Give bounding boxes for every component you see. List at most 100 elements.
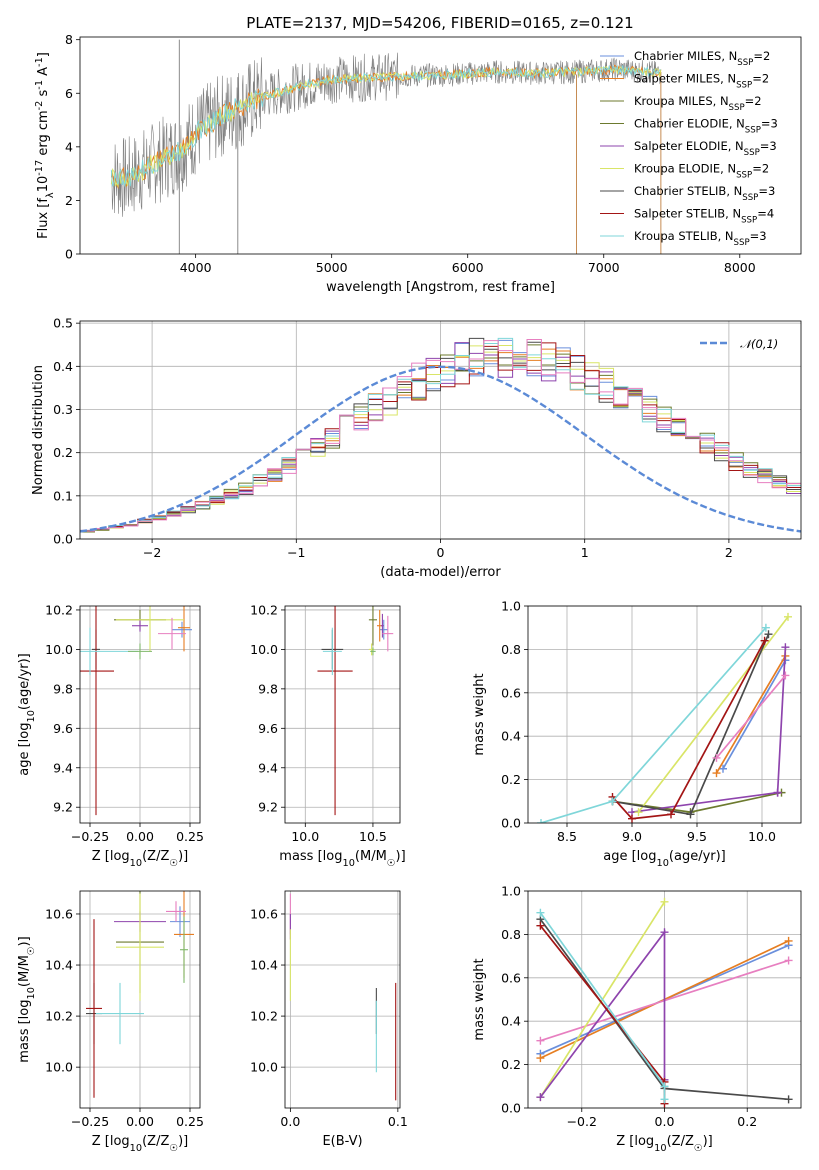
- plot-area: [110, 39, 662, 254]
- y-tick-label: 9.4: [53, 760, 73, 775]
- x-tick-label: 4000: [180, 260, 212, 275]
- normal-curve: [80, 365, 801, 533]
- y-tick-label: 6: [65, 86, 73, 101]
- weight-marker: [764, 630, 773, 639]
- axes-frame: [79, 890, 201, 1109]
- y-tick-label: 0.0: [501, 816, 521, 831]
- x-axis-label: (data-model)/error: [380, 565, 501, 580]
- x-axis-label: wavelength [Angstrom, rest frame]: [326, 280, 555, 295]
- y-tick-label: 10.0: [250, 1060, 278, 1075]
- weight-line: [715, 655, 787, 774]
- y-tick-label: 10.2: [250, 1009, 278, 1024]
- x-tick-label: −0.25: [71, 1114, 109, 1129]
- plot-area: [80, 337, 801, 533]
- x-tick-label: 5000: [316, 260, 348, 275]
- y-axis-label: age [log10(age/yr)]: [17, 653, 37, 776]
- axes-weight-vs-Z: −0.2 0.0 0.2 0.0 0.2 0.4 0.6 0.8 1.0 Z [log10(Z/Z…: [472, 884, 802, 1154]
- x-tick-label: 10.5: [359, 829, 387, 844]
- weight-marker: [634, 808, 643, 817]
- figure-title: PLATE=2137, MJD=54206, FIBERID=0165, z=0…: [246, 14, 633, 32]
- y-tick-label: 0.2: [501, 1057, 521, 1072]
- x-tick-label: 0: [437, 545, 445, 560]
- plot-area: [537, 612, 792, 823]
- weight-marker: [608, 797, 617, 806]
- y-axis-label: mass [log10(M/M☉)]: [17, 936, 37, 1062]
- x-axis-label: mass [log10(M/M☉)]: [279, 849, 405, 869]
- weight-marker: [686, 810, 695, 819]
- weight-marker: [660, 1082, 669, 1091]
- x-tick-label: −1: [287, 545, 305, 560]
- y-axis-label: mass weight: [472, 673, 487, 755]
- y-tick-label: 0.8: [501, 927, 521, 942]
- axes-residuals: −2 −1 0 1 2 0.0 0.1 0.2 0.3 0.4 0.5 (data-model)/er…: [31, 316, 802, 580]
- legend-label: 𝒩(0,1): [740, 337, 778, 351]
- y-tick-label: 0.2: [501, 772, 521, 787]
- y-tick-label: 10.2: [250, 602, 278, 617]
- y-tick-label: 10.2: [45, 602, 73, 617]
- weight-marker: [712, 753, 721, 762]
- y-tick-label: 0.6: [501, 970, 521, 985]
- weight-marker: [536, 1054, 545, 1063]
- y-tick-label: 1.0: [501, 599, 521, 614]
- axes-frame: [79, 36, 802, 255]
- weight-line: [539, 929, 666, 1098]
- x-tick-label: −0.25: [71, 829, 109, 844]
- x-tick-label: 2: [725, 545, 733, 560]
- legend-label: Salpeter MILES, NSSP=2: [634, 72, 769, 91]
- weight-marker: [781, 671, 790, 680]
- y-tick-label: 0.1: [53, 488, 73, 503]
- plot-area: [317, 606, 394, 816]
- weight-marker: [784, 956, 793, 965]
- y-tick-label: 0.4: [501, 1014, 521, 1029]
- weight-marker: [760, 636, 769, 645]
- weight-marker: [537, 819, 545, 823]
- axes-mass-vs-ebv: 0.0 0.1 10.0 10.2 10.4 10.6 E(B-V): [250, 890, 408, 1149]
- x-tick-label: 10.0: [291, 829, 319, 844]
- weight-marker: [667, 810, 675, 819]
- weight-marker: [660, 897, 669, 906]
- x-axis-label: Z [log10(Z/Z☉)]: [92, 849, 189, 869]
- plot-area: [80, 606, 192, 816]
- weight-line: [722, 659, 787, 770]
- weight-marker: [536, 921, 545, 930]
- y-tick-label: 10.0: [250, 642, 278, 657]
- x-axis-label: Z [log10(Z/Z☉)]: [616, 1134, 713, 1154]
- y-tick-label: 4: [65, 139, 73, 154]
- x-tick-label: 0.1: [388, 1114, 408, 1129]
- x-tick-label: 8.5: [557, 829, 577, 844]
- x-axis-label: age [log10(age/yr)]: [603, 849, 726, 869]
- x-tick-label: 7000: [588, 260, 620, 275]
- x-tick-label: 0.0: [655, 1114, 675, 1129]
- legend-label: Chabrier MILES, NSSP=2: [634, 49, 770, 68]
- y-tick-label: 0: [65, 247, 73, 262]
- axes-frame: [284, 890, 401, 1109]
- weight-marker: [784, 612, 792, 621]
- weight-marker: [536, 908, 545, 917]
- x-tick-label: −0.2: [567, 1114, 597, 1129]
- data-spectrum: [111, 52, 662, 217]
- axes-age-vs-mass: 10.0 10.5 9.2 9.4 9.6 9.8 10.0 10.2 mass [log10(…: [250, 602, 406, 869]
- y-tick-label: 10.0: [45, 642, 73, 657]
- x-tick-label: 10.0: [748, 829, 776, 844]
- legend-label: Salpeter ELODIE, NSSP=3: [634, 139, 777, 158]
- x-tick-label: 0.0: [280, 1114, 300, 1129]
- y-axis-label: Flux [fλ10-17 erg cm-2 s-1 A-1]: [34, 52, 56, 239]
- axes-mass-vs-Z: −0.25 0.00 0.25 10.0 10.2 10.4 10.6 Z [log10(Z/…: [17, 890, 204, 1154]
- weight-marker: [781, 643, 790, 652]
- residual-histogram: [80, 338, 801, 532]
- y-tick-label: 9.4: [258, 760, 278, 775]
- legend-label: Salpeter STELIB, NSSP=4: [634, 207, 774, 226]
- weight-marker: [784, 1095, 793, 1104]
- legend-label: Kroupa ELODIE, NSSP=2: [634, 162, 769, 181]
- y-tick-label: 0.3: [53, 402, 73, 417]
- normal-legend: 𝒩(0,1): [700, 337, 778, 351]
- weight-marker: [773, 788, 782, 797]
- weight-marker: [784, 936, 793, 945]
- weight-marker: [536, 1036, 545, 1045]
- weight-line: [631, 647, 787, 813]
- axes-frame: [79, 605, 201, 824]
- axes-spectrum: 4000 5000 6000 7000 8000 0 2 4 6 8 wavelength [Ang…: [34, 32, 802, 295]
- x-tick-label: 9.5: [687, 829, 707, 844]
- x-tick-label: −2: [143, 545, 161, 560]
- x-axis-label: Z [log10(Z/Z☉)]: [92, 1134, 189, 1154]
